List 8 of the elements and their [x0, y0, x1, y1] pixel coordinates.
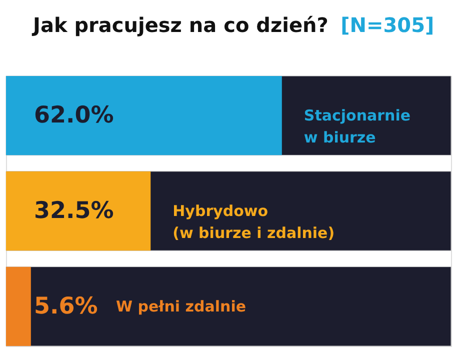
data-label: 32.5% — [34, 198, 114, 224]
y-tick-label: Hybrydowo (w biurze i zdalnie) — [172, 202, 335, 242]
data-label: 5.6% — [34, 293, 98, 320]
data-label: 62.0% — [34, 102, 114, 129]
y-tick-label: W pełni zdalnie — [116, 297, 246, 316]
y-tick-label: Stacjonarnie w biurze — [304, 106, 411, 147]
chart-subtitle: [N=305] — [340, 13, 434, 37]
chart-title: Jak pracujesz na co dzień? — [31, 13, 328, 37]
